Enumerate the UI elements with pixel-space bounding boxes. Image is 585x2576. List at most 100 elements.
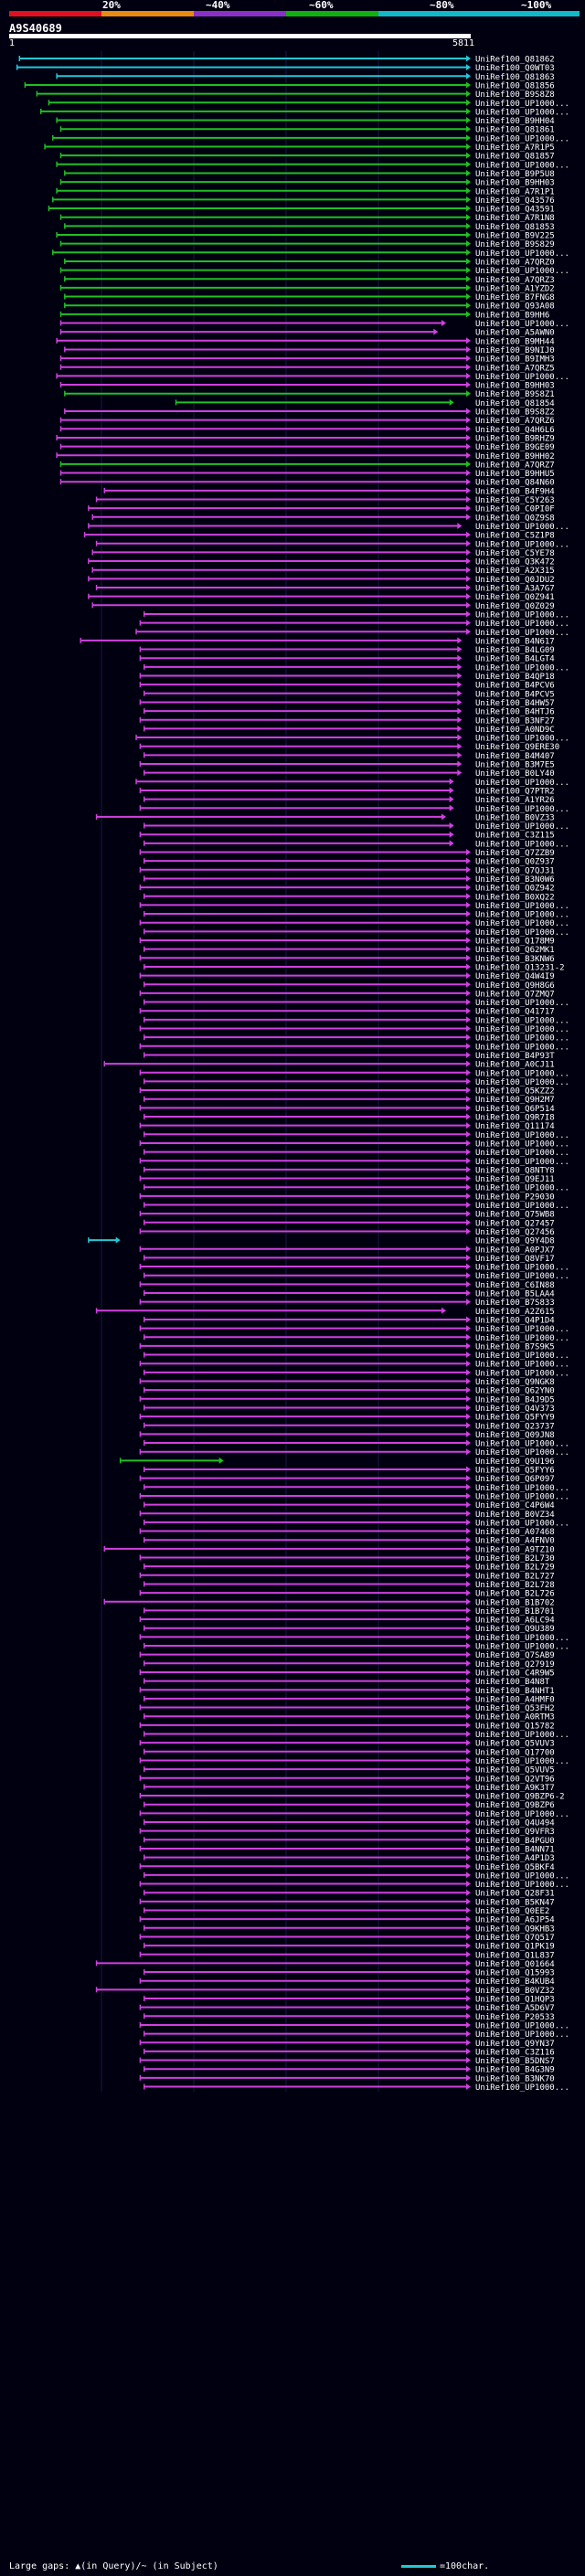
hit-row[interactable]: UniRef100_Q7Q517 — [139, 1933, 555, 1943]
hit-row[interactable]: UniRef100_C3Z116 — [143, 2048, 555, 2057]
hit-row[interactable]: UniRef100_Q15993 — [143, 1968, 555, 1978]
hit-row[interactable]: UniRef100_UP1000... — [56, 372, 569, 382]
hit-label[interactable]: UniRef100_UP1000... — [475, 911, 569, 920]
hit-label[interactable]: UniRef100_B4LG09 — [475, 646, 555, 655]
hit-label[interactable]: UniRef100_Q7ZMQ7 — [475, 990, 555, 999]
hit-label[interactable]: UniRef100_B9S829 — [475, 240, 555, 249]
hit-label[interactable]: UniRef100_Q8NTY8 — [475, 1166, 555, 1175]
hit-label[interactable]: UniRef100_UP1000... — [475, 1871, 569, 1881]
hit-row[interactable]: UniRef100_B9HH03 — [59, 381, 555, 391]
hit-row[interactable]: UniRef100_Q4H6L6 — [59, 425, 555, 435]
hit-label[interactable]: UniRef100_UP1000... — [475, 1440, 569, 1449]
hit-row[interactable]: UniRef100_UP1000... — [139, 620, 569, 629]
hit-row[interactable]: UniRef100_UP1000... — [139, 1043, 569, 1052]
hit-row[interactable]: UniRef100_B4PCV5 — [143, 690, 555, 699]
hit-label[interactable]: UniRef100_B4HW57 — [475, 699, 555, 708]
hit-row[interactable]: UniRef100_Q5KZZ2 — [139, 1087, 555, 1097]
hit-row[interactable]: UniRef100_B7FNG8 — [64, 293, 555, 302]
hit-row[interactable]: UniRef100_P20533 — [143, 2012, 555, 2022]
hit-row[interactable]: UniRef100_Q2VT96 — [139, 1775, 555, 1784]
hit-row[interactable]: UniRef100_UP1000... — [40, 108, 569, 117]
hit-label[interactable]: UniRef100_Q93A08 — [475, 302, 555, 312]
hit-label[interactable]: UniRef100_Q0Z937 — [475, 858, 555, 867]
hit-label[interactable]: UniRef100_B5KN47 — [475, 1898, 555, 1907]
hit-row[interactable]: UniRef100_B4G3N9 — [143, 2065, 555, 2075]
hit-label[interactable]: UniRef100_Q5KZZ2 — [475, 1087, 555, 1097]
hit-row[interactable]: UniRef100_UP1000... — [139, 1140, 569, 1149]
hit-label[interactable]: UniRef100_A2Z615 — [475, 1308, 555, 1317]
hit-row[interactable]: UniRef100_A6JP54 — [139, 1915, 555, 1925]
hit-row[interactable]: UniRef100_Q84N60 — [59, 478, 555, 488]
hit-label[interactable]: UniRef100_Q27919 — [475, 1660, 555, 1670]
hit-row[interactable]: UniRef100_Q9EJ11 — [139, 1175, 555, 1184]
hit-label[interactable]: UniRef100_A7QRZ3 — [475, 276, 555, 285]
hit-label[interactable]: UniRef100_B4N8T — [475, 1678, 550, 1687]
hit-label[interactable]: UniRef100_Q0EE2 — [475, 1907, 549, 1916]
hit-label[interactable]: UniRef100_UP1000... — [475, 373, 569, 382]
hit-label[interactable]: UniRef100_Q1L837 — [475, 1951, 555, 1960]
hit-label[interactable]: UniRef100_Q3K472 — [475, 558, 555, 567]
hit-row[interactable]: UniRef100_C0PI0F — [88, 504, 555, 514]
hit-label[interactable]: UniRef100_B4KUB4 — [475, 1977, 555, 1987]
hit-row[interactable]: UniRef100_Q75WB8 — [139, 1210, 555, 1220]
hit-label[interactable]: UniRef100_UP1000... — [475, 840, 569, 849]
hit-row[interactable]: UniRef100_UP1000... — [143, 1130, 569, 1140]
hit-label[interactable]: UniRef100_B2L729 — [475, 1564, 555, 1573]
hit-label[interactable]: UniRef100_Q8VF17 — [475, 1255, 555, 1264]
hit-label[interactable]: UniRef100_UP1000... — [475, 1352, 569, 1361]
hit-row[interactable]: UniRef100_Q8VF17 — [143, 1254, 555, 1264]
hit-label[interactable]: UniRef100_A4P1D3 — [475, 1854, 555, 1863]
hit-row[interactable]: UniRef100_P29030 — [139, 1193, 555, 1202]
hit-label[interactable]: UniRef100_B7S9K5 — [475, 1342, 555, 1352]
hit-row[interactable]: UniRef100_A07468 — [139, 1528, 555, 1537]
hit-label[interactable]: UniRef100_C3Z116 — [475, 2048, 555, 2057]
hit-label[interactable]: UniRef100_UP1000... — [475, 902, 569, 911]
hit-row[interactable]: UniRef100_B4P93T — [143, 1051, 556, 1061]
hit-row[interactable]: UniRef100_UP1000... — [139, 1325, 569, 1334]
hit-row[interactable]: UniRef100_B1B702 — [103, 1598, 555, 1607]
hit-row[interactable]: UniRef100_B5DNS7 — [139, 2057, 555, 2066]
hit-label[interactable]: UniRef100_A9TZ10 — [475, 1545, 555, 1554]
hit-row[interactable]: UniRef100_B4HW57 — [139, 698, 555, 708]
hit-row[interactable]: UniRef100_Q5VUV5 — [143, 1765, 555, 1776]
hit-label[interactable]: UniRef100_B4LGT4 — [475, 655, 555, 664]
hit-row[interactable]: UniRef100_Q81863 — [56, 72, 555, 82]
hit-row[interactable]: UniRef100_Q13231-2 — [143, 963, 565, 972]
hit-row[interactable]: UniRef100_Q9BZP6 — [143, 1801, 555, 1810]
hit-label[interactable]: UniRef100_UP1000... — [475, 1492, 569, 1501]
hit-row[interactable]: UniRef100_UP1000... — [139, 2021, 569, 2030]
hit-row[interactable]: UniRef100_Q9U196 — [119, 1457, 555, 1467]
hit-row[interactable]: UniRef100_B3NF27 — [139, 716, 555, 726]
hit-row[interactable]: UniRef100_Q01664 — [95, 1959, 555, 1969]
hit-label[interactable]: UniRef100_UP1000... — [475, 1069, 569, 1078]
hit-label[interactable]: UniRef100_B4M407 — [475, 752, 555, 761]
hit-label[interactable]: UniRef100_B9V225 — [475, 232, 555, 241]
hit-row[interactable]: UniRef100_B2L730 — [139, 1554, 555, 1564]
hit-row[interactable]: UniRef100_C5Y263 — [95, 496, 555, 505]
hit-label[interactable]: UniRef100_A6LC94 — [475, 1617, 555, 1626]
hit-label[interactable]: UniRef100_B3N0W6 — [475, 875, 555, 885]
hit-row[interactable]: UniRef100_UP1000... — [143, 1483, 569, 1493]
hit-label[interactable]: UniRef100_Q4W4I9 — [475, 972, 555, 981]
hit-row[interactable]: UniRef100_Q23737 — [143, 1422, 555, 1431]
hit-row[interactable]: UniRef100_UP1000... — [139, 1157, 569, 1167]
hit-label[interactable]: UniRef100_Q41717 — [475, 1008, 555, 1017]
hit-row[interactable]: UniRef100_Q0WT03 — [16, 64, 555, 73]
hit-row[interactable]: UniRef100_A3A7G7 — [95, 584, 555, 594]
hit-row[interactable]: UniRef100_UP1000... — [56, 161, 569, 170]
hit-label[interactable]: UniRef100_UP1000... — [475, 620, 569, 629]
hit-row[interactable]: UniRef100_B4QP18 — [139, 673, 555, 682]
hit-label[interactable]: UniRef100_UP1000... — [475, 1448, 569, 1458]
hit-label[interactable]: UniRef100_Q62YN0 — [475, 1387, 555, 1396]
hit-row[interactable]: UniRef100_Q81861 — [59, 125, 555, 135]
hit-label[interactable]: UniRef100_Q2VT96 — [475, 1775, 555, 1784]
hit-row[interactable]: UniRef100_UP1000... — [143, 1519, 569, 1528]
hit-label[interactable]: UniRef100_Q9H2M7 — [475, 1096, 555, 1105]
hit-row[interactable]: UniRef100_Q27456 — [139, 1227, 555, 1237]
hit-row[interactable]: UniRef100_Q7SAB9 — [139, 1651, 555, 1660]
hit-label[interactable]: UniRef100_Q81853 — [475, 223, 555, 232]
hit-label[interactable]: UniRef100_UP1000... — [475, 610, 569, 620]
hit-row[interactable]: UniRef100_Q7PTR2 — [139, 787, 555, 796]
hit-label[interactable]: UniRef100_UP1000... — [475, 1264, 569, 1273]
hit-label[interactable]: UniRef100_UP1000... — [475, 1361, 569, 1370]
